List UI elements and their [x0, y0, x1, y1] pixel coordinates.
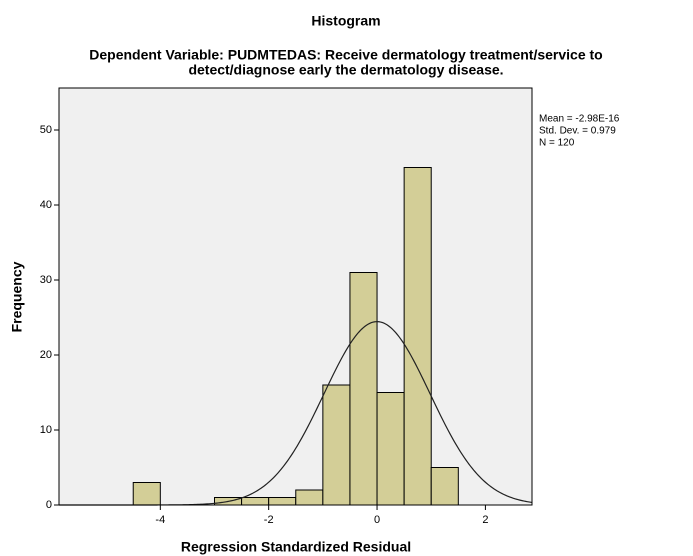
bar [376, 392, 405, 506]
bar [322, 384, 351, 506]
x-tick-label: 2 [482, 514, 488, 526]
chart-subtitle: Dependent Variable: PUDMTEDAS: Receive d… [89, 47, 602, 63]
bar [268, 497, 297, 506]
y-tick-label: 50 [40, 124, 52, 136]
y-axis-label: Frequency [9, 261, 25, 332]
plot-area [59, 88, 532, 505]
y-tick-label: 40 [40, 199, 52, 211]
y-tick-label: 10 [40, 424, 52, 436]
x-axis-label: Regression Standardized Residual [181, 539, 411, 555]
y-tick-label: 30 [40, 274, 52, 286]
y-tick-label: 0 [46, 499, 52, 511]
chart-subtitle: detect/diagnose early the dermatology di… [188, 62, 503, 78]
x-tick-label: 0 [374, 514, 380, 526]
stat-label: Mean = -2.98E-16 [539, 114, 620, 125]
bar [295, 489, 324, 506]
bar [349, 272, 378, 506]
bar [241, 497, 270, 506]
plot-border [58, 87, 533, 506]
x-tick-label: -4 [155, 514, 165, 526]
bar [132, 482, 161, 506]
bar [430, 467, 459, 506]
y-tick-label: 20 [40, 349, 52, 361]
bar [403, 167, 432, 506]
stat-label: Std. Dev. = 0.979 [539, 126, 616, 137]
x-tick-label: -2 [264, 514, 274, 526]
stat-label: N = 120 [539, 138, 575, 149]
chart-title: Histogram [311, 13, 380, 29]
